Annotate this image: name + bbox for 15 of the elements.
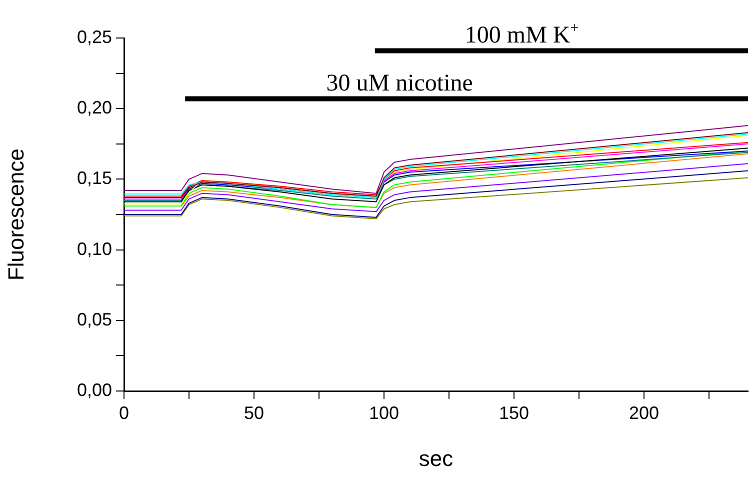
x-tick-label: 200 [628, 402, 660, 423]
y-axis-title: Fluorescence [3, 148, 28, 281]
annotation: 100 mM K+ [464, 20, 579, 49]
x-tick-label: 100 [368, 402, 400, 423]
annotation: 30 uM nicotine [326, 70, 473, 97]
y-tick-label: 0,00 [76, 380, 112, 400]
y-tick-label: 0,10 [76, 238, 112, 259]
y-tick-label: 0,20 [76, 98, 112, 118]
y-tick-label: 0,05 [76, 309, 112, 330]
x-tick-label: 150 [498, 402, 530, 423]
x-axis-title: sec [418, 446, 454, 471]
x-tick-label: 50 [244, 402, 264, 423]
y-tick-label: 0,15 [76, 168, 112, 188]
x-tick-label: 0 [118, 402, 130, 423]
y-tick-label: 0,25 [76, 26, 112, 47]
